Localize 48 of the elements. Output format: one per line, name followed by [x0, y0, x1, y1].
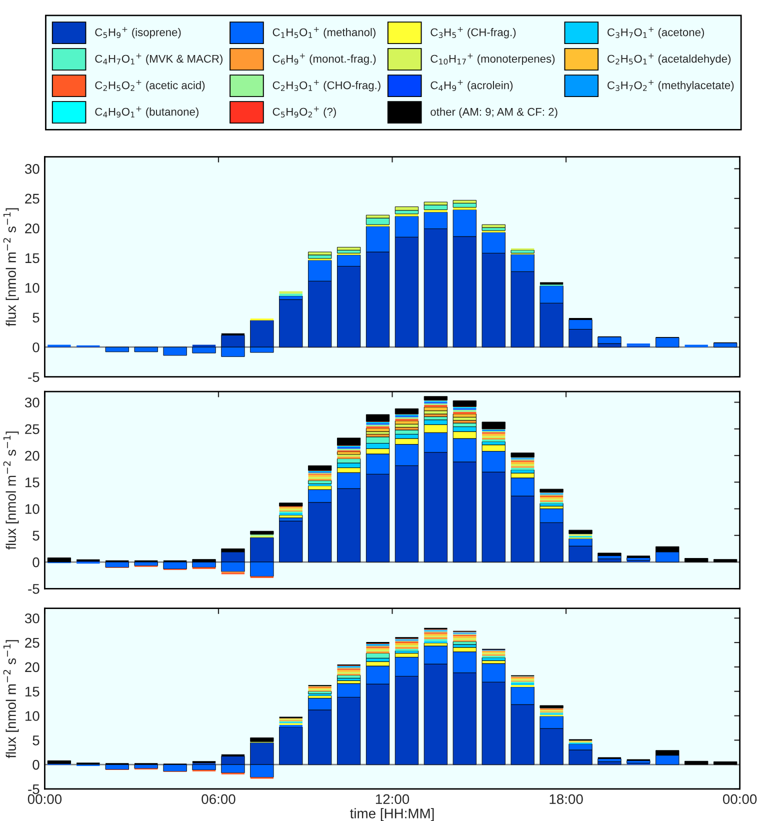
- y-tick-label: 5: [32, 736, 40, 746]
- legend-label: C$_{3}$H$_{5}$$^{+}$ (CH-frag.): [430, 26, 516, 38]
- legend-label: C$_{5}$H$_{9}$$^{+}$ (isoprene): [95, 26, 181, 38]
- y-tick-label: 15: [25, 686, 40, 697]
- legend-label: C$_{2}$H$_{5}$O$_{1}$$^{+}$ (acetaldehyde): [608, 53, 731, 65]
- y-tick-label: 10: [25, 282, 40, 293]
- y-tick-label: -5: [28, 372, 40, 382]
- y-axis-title: flux [nmol m$^{−2}$ s$^{−1}$]: [3, 432, 19, 550]
- y-axis-title: flux [nmol m$^{−2}$ s$^{−1}$]: [3, 640, 19, 758]
- y-tick-label: 10: [25, 711, 40, 721]
- legend-label: C$_{2}$H$_{3}$O$_{1}$$^{+}$ (CHO-frag.): [272, 80, 380, 92]
- x-tick-label: 12:00: [376, 794, 410, 804]
- y-tick-label: 0: [32, 557, 40, 568]
- y-tick-label: 5: [32, 312, 40, 323]
- x-tick-label: 18:00: [550, 794, 583, 804]
- y-tick-label: 20: [25, 662, 40, 672]
- y-tick-label: 30: [24, 164, 40, 174]
- y-tick-label: 30: [24, 398, 40, 408]
- y-tick-label: 20: [25, 450, 40, 461]
- y-tick-label: 25: [25, 638, 40, 648]
- legend-label: C$_{10}$H$_{17}$$^{+}$ (monoterpenes): [430, 53, 555, 65]
- legend-label: C$_{4}$H$_{7}$O$_{1}$$^{+}$ (MVK & MACR): [95, 53, 222, 65]
- legend-label: C$_{6}$H$_{9}$$^{+}$ (monot.-frag.): [272, 53, 376, 65]
- y-axis-title: flux [nmol m$^{−2}$ s$^{−1}$]: [3, 208, 19, 326]
- x-tick-label: 00:00: [722, 794, 757, 804]
- y-tick-label: 20: [25, 224, 40, 234]
- y-tick-label: 25: [25, 424, 40, 434]
- y-tick-label: 0: [32, 342, 40, 352]
- legend-label: C$_{2}$H$_{5}$O$_{2}$$^{+}$ (acetic acid): [95, 80, 205, 92]
- legend-label: C$_{3}$H$_{7}$O$_{2}$$^{+}$ (methylacetate): [608, 80, 734, 92]
- y-tick-label: 25: [25, 194, 40, 204]
- legend-label: C$_{1}$H$_{5}$O$_{1}$$^{+}$ (methanol): [272, 26, 376, 38]
- legend-label: C$_{4}$H$_{9}$O$_{1}$$^{+}$ (butanone): [95, 106, 198, 118]
- x-tick-label: 00:00: [28, 794, 62, 804]
- x-axis-title: time [HH:MM]: [350, 808, 434, 821]
- y-tick-label: 10: [25, 504, 40, 514]
- y-tick-label: 5: [32, 530, 40, 541]
- legend-label: C$_{4}$H$_{9}$$^{+}$ (acrolein): [430, 80, 513, 92]
- y-tick-label: -5: [28, 784, 40, 794]
- y-tick-label: -5: [28, 584, 40, 594]
- legend-label: other (AM: 9; AM & CF: 2): [430, 108, 558, 118]
- y-tick-label: 0: [32, 760, 40, 770]
- y-tick-label: 30: [24, 613, 40, 624]
- legend-label: C$_{5}$H$_{9}$O$_{2}$$^{+}$ (?): [272, 106, 336, 118]
- x-tick-label: 06:00: [202, 794, 236, 804]
- y-tick-label: 15: [25, 478, 40, 488]
- legend-label: C$_{3}$H$_{7}$O$_{1}$$^{+}$ (acetone): [608, 26, 704, 38]
- y-tick-label: 15: [25, 253, 40, 264]
